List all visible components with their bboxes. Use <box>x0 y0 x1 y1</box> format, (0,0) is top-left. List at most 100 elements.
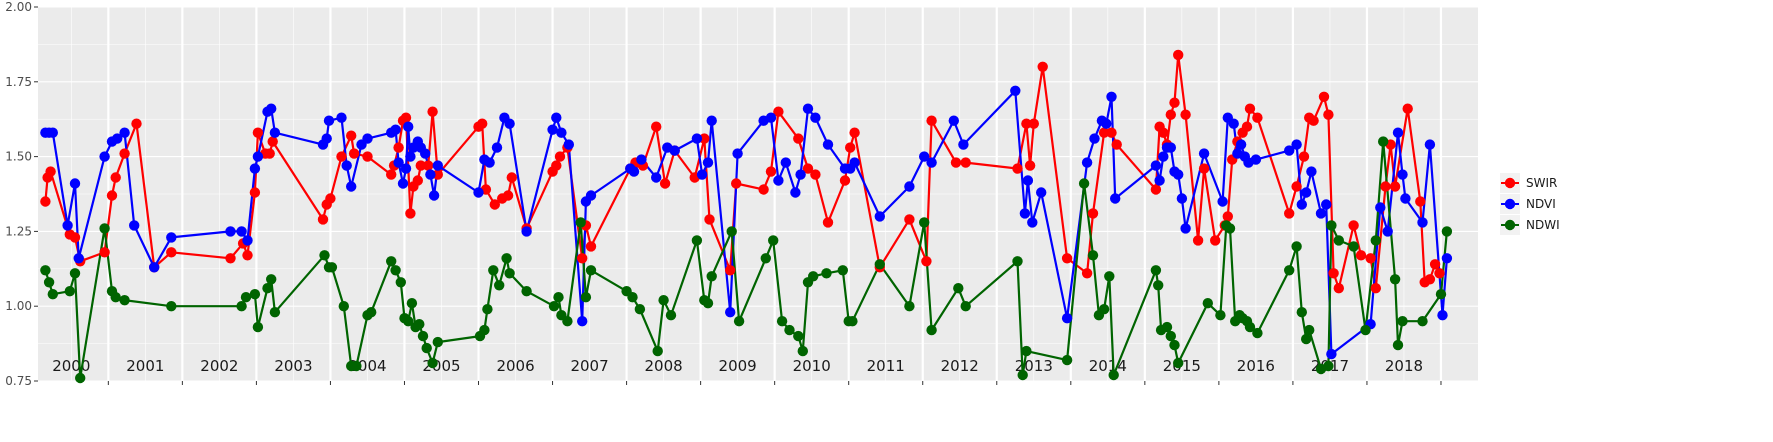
data-point-ndvi <box>99 151 110 162</box>
data-point-swir <box>225 253 236 264</box>
data-point-ndvi <box>790 187 801 198</box>
data-point-ndwi <box>119 295 130 306</box>
data-point-ndwi <box>1078 178 1090 189</box>
data-point-swir <box>69 232 81 243</box>
data-point-swir <box>1415 196 1426 207</box>
data-point-ndwi <box>1244 321 1256 333</box>
year-label: 2014 <box>1089 357 1127 375</box>
data-point-swir <box>423 160 434 171</box>
data-point-ndwi <box>627 292 638 303</box>
data-point-ndvi <box>1424 139 1436 150</box>
data-point-swir <box>106 190 118 201</box>
data-point-swir <box>1318 91 1330 103</box>
data-point-ndvi <box>551 112 562 123</box>
data-point-ndvi <box>323 115 335 126</box>
year-label: 2001 <box>126 357 164 375</box>
data-point-swir <box>249 187 261 198</box>
data-point-ndvi <box>47 127 58 138</box>
data-point-ndvi <box>346 181 357 192</box>
data-point-ndwi <box>1284 265 1295 276</box>
data-point-swir <box>1298 151 1310 162</box>
data-point-ndvi <box>484 157 495 168</box>
data-point-swir <box>264 148 275 159</box>
data-point-ndwi <box>395 277 406 288</box>
data-point-ndvi <box>1284 145 1295 156</box>
data-point-ndvi <box>1291 139 1302 150</box>
data-point-ndvi <box>1180 223 1191 234</box>
data-point-swir <box>1192 235 1204 246</box>
year-label: 2012 <box>941 357 979 375</box>
data-point-ndvi <box>1382 226 1393 237</box>
data-point-ndwi <box>585 265 597 276</box>
data-point-ndvi <box>405 151 416 162</box>
data-point-swir <box>432 169 443 180</box>
data-point-swir <box>1158 127 1169 138</box>
data-point-ndvi <box>62 220 73 231</box>
data-point-swir <box>1081 268 1093 279</box>
data-point-ndwi <box>386 256 397 267</box>
data-point-ndwi <box>1224 223 1236 234</box>
data-point-swir <box>551 160 562 171</box>
data-point-ndwi <box>797 345 808 357</box>
data-point-swir <box>1328 268 1339 279</box>
data-point-ndwi <box>1291 241 1302 252</box>
data-point-swir <box>1150 184 1162 195</box>
year-label: 2009 <box>719 357 757 375</box>
data-point-swir <box>773 106 784 117</box>
data-point-ndvi <box>473 187 484 198</box>
data-point-ndvi <box>1397 169 1408 180</box>
data-point-swir <box>252 127 264 138</box>
data-point-ndvi <box>266 103 277 114</box>
data-point-ndvi <box>1110 193 1121 204</box>
year-label: 2016 <box>1237 357 1275 375</box>
data-point-ndwi <box>1441 226 1453 237</box>
data-point-ndvi <box>1019 208 1031 219</box>
data-point-ndvi <box>802 103 814 114</box>
data-point-swir <box>502 190 514 201</box>
data-point-ndwi <box>236 301 247 312</box>
data-point-ndwi <box>1348 241 1359 252</box>
data-point-ndvi <box>1158 151 1169 162</box>
data-point-swir <box>405 208 416 219</box>
data-point-ndvi <box>1250 154 1262 165</box>
data-point-ndwi <box>1392 339 1404 351</box>
year-label: 2010 <box>793 357 831 375</box>
year-label: 2006 <box>496 357 534 375</box>
data-point-ndvi <box>1306 166 1317 177</box>
data-point-ndvi <box>1441 253 1453 264</box>
year-label: 2002 <box>200 357 238 375</box>
data-point-ndvi <box>706 115 717 126</box>
data-point-ndvi <box>225 226 236 237</box>
year-label: 2005 <box>422 357 460 375</box>
data-point-ndwi <box>252 321 264 333</box>
data-point-ndwi <box>414 319 425 330</box>
data-point-ndvi <box>1417 217 1428 228</box>
data-point-ndvi <box>577 316 588 327</box>
data-point-swir <box>1333 283 1345 294</box>
data-point-ndwi <box>269 307 281 318</box>
data-point-ndvi <box>948 115 959 126</box>
data-point-swir <box>1012 163 1023 174</box>
data-point-ndwi <box>338 301 349 312</box>
data-point-swir <box>725 265 736 276</box>
data-point-swir <box>1244 103 1256 114</box>
data-point-ndvi <box>1061 313 1073 324</box>
data-point-ndvi <box>919 151 930 162</box>
data-point-ndwi <box>249 289 261 300</box>
y-tick-label: 1.00 <box>5 299 32 313</box>
data-point-ndwi <box>1104 271 1115 282</box>
data-point-swir <box>839 175 851 186</box>
data-point-swir <box>731 178 742 189</box>
data-point-ndwi <box>1153 280 1164 291</box>
data-point-ndwi <box>1417 316 1428 327</box>
y-axis: 0.75 1.00 1.25 1.50 1.75 2.00 <box>5 0 38 388</box>
data-point-swir <box>1355 250 1367 261</box>
data-point-swir <box>1308 115 1319 126</box>
data-point-swir <box>810 169 821 180</box>
data-point-swir <box>758 184 769 195</box>
data-point-swir <box>119 148 130 159</box>
data-point-swir <box>325 193 336 204</box>
data-point-swir <box>110 172 121 183</box>
data-point-ndvi <box>732 148 743 159</box>
data-point-ndvi <box>958 139 969 150</box>
